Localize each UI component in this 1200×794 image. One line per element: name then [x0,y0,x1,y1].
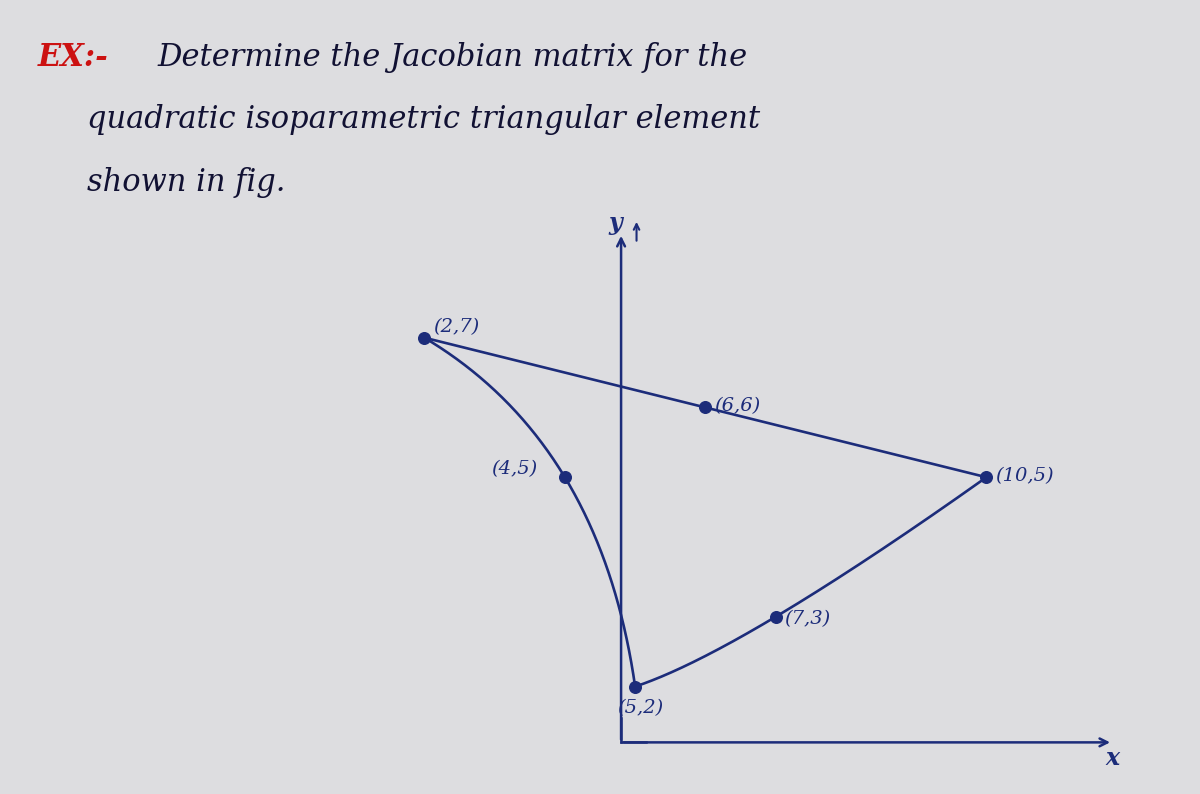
Text: y: y [608,210,623,234]
Text: shown in fig.: shown in fig. [88,168,286,198]
Point [766,611,785,623]
Text: quadratic isoparametric triangular element: quadratic isoparametric triangular eleme… [88,104,761,135]
Text: (5,2): (5,2) [618,699,664,717]
Text: EX:-: EX:- [38,41,109,72]
Point [696,401,715,414]
Text: x: x [1106,746,1120,769]
Point [625,680,644,693]
Point [977,471,996,484]
Text: (7,3): (7,3) [784,610,830,628]
Point [556,471,575,484]
Text: (2,7): (2,7) [433,318,479,336]
Point [415,331,434,344]
Text: Determine the Jacobian matrix for the: Determine the Jacobian matrix for the [157,41,748,72]
Text: (6,6): (6,6) [714,397,760,415]
Text: (10,5): (10,5) [995,467,1054,484]
Text: (4,5): (4,5) [491,460,538,478]
